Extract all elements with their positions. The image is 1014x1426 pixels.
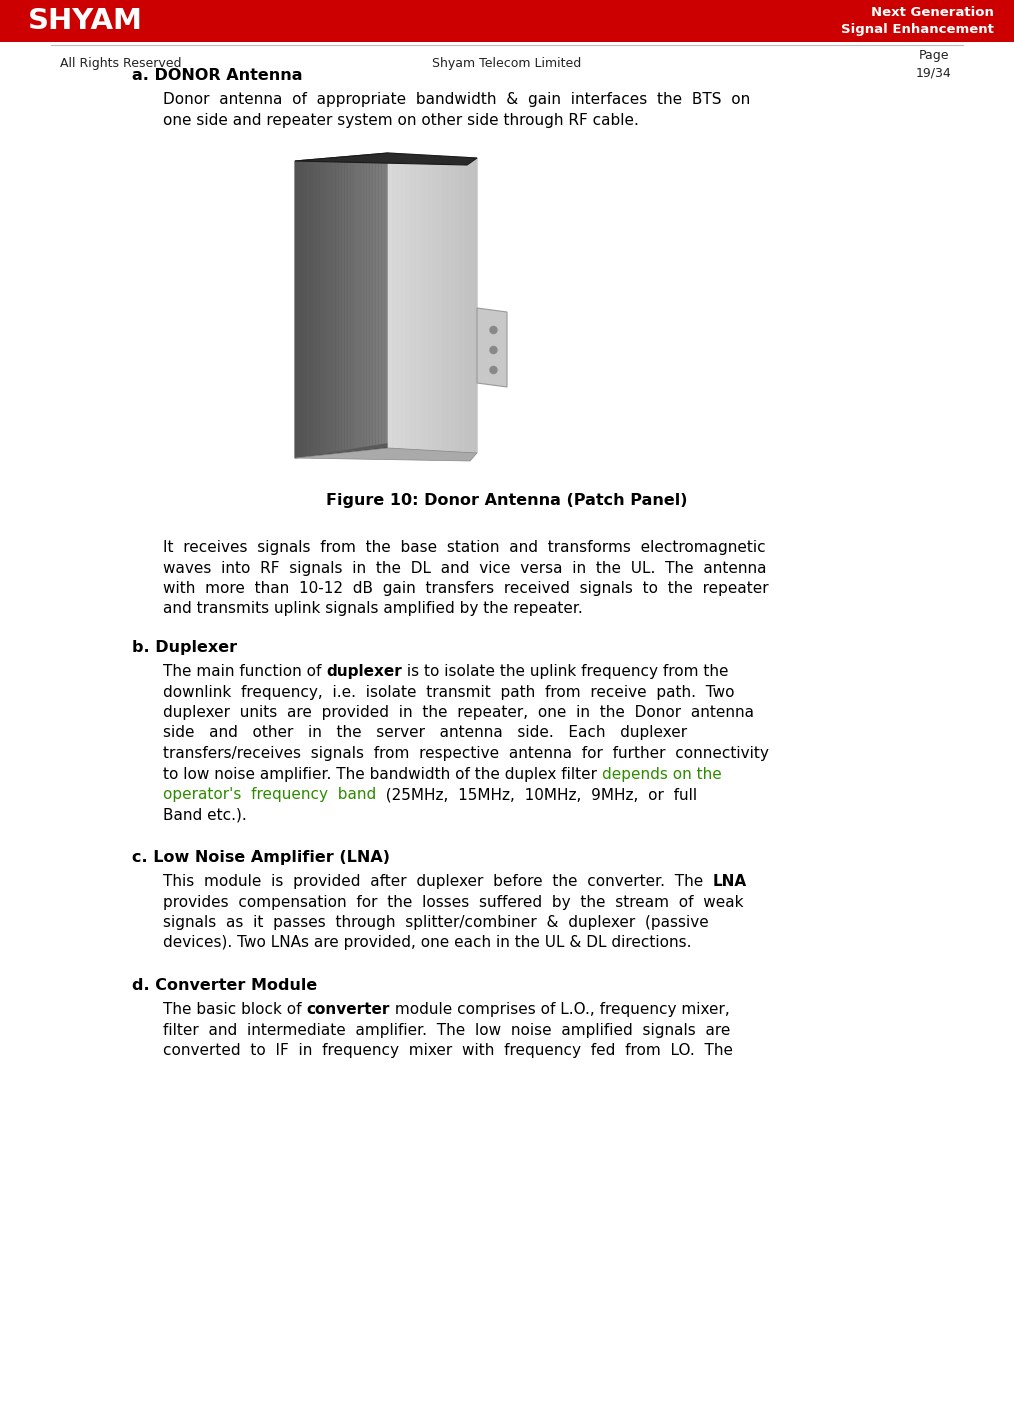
Text: d. Converter Module: d. Converter Module (132, 978, 317, 992)
Polygon shape (372, 154, 375, 445)
Polygon shape (310, 160, 313, 455)
Polygon shape (382, 153, 385, 443)
Polygon shape (319, 158, 322, 453)
Text: Shyam Telecom Limited: Shyam Telecom Limited (432, 57, 582, 70)
Polygon shape (313, 160, 316, 455)
Polygon shape (307, 160, 310, 456)
Text: provides  compensation  for  the  losses  suffered  by  the  stream  of  weak: provides compensation for the losses suf… (163, 894, 743, 910)
Text: converted  to  IF  in  frequency  mixer  with  frequency  fed  from  LO.  The: converted to IF in frequency mixer with … (163, 1042, 733, 1058)
Text: 19/34: 19/34 (916, 67, 952, 80)
Polygon shape (345, 157, 348, 451)
Polygon shape (392, 153, 396, 449)
Polygon shape (406, 154, 411, 449)
Text: SHYAM: SHYAM (28, 7, 143, 36)
Polygon shape (454, 157, 459, 452)
Text: module comprises of L.O., frequency mixer,: module comprises of L.O., frequency mixe… (389, 1002, 729, 1017)
Text: Signal Enhancement: Signal Enhancement (842, 23, 994, 37)
Polygon shape (411, 154, 415, 449)
Text: operator's  frequency  band: operator's frequency band (163, 787, 376, 801)
Polygon shape (342, 157, 345, 451)
Polygon shape (428, 155, 433, 451)
Polygon shape (351, 155, 354, 449)
Text: side   and   other   in   the   server   antenna   side.   Each   duplexer: side and other in the server antenna sid… (163, 726, 687, 740)
Text: and transmits uplink signals amplified by the repeater.: and transmits uplink signals amplified b… (163, 602, 583, 616)
Text: one side and repeater system on other side through RF cable.: one side and repeater system on other si… (163, 113, 639, 127)
Polygon shape (446, 157, 450, 452)
Polygon shape (463, 157, 468, 452)
Polygon shape (363, 155, 366, 446)
Polygon shape (385, 153, 388, 443)
Text: c. Low Noise Amplifier (LNA): c. Low Noise Amplifier (LNA) (132, 850, 390, 866)
Polygon shape (301, 160, 304, 456)
Circle shape (490, 347, 497, 354)
Polygon shape (336, 157, 339, 452)
Text: waves  into  RF  signals  in  the  DL  and  vice  versa  in  the  UL.  The  ante: waves into RF signals in the DL and vice… (163, 560, 767, 576)
Polygon shape (298, 161, 301, 458)
Text: The main function of: The main function of (163, 665, 327, 679)
Text: downlink  frequency,  i.e.  isolate  transmit  path  from  receive  path.  Two: downlink frequency, i.e. isolate transmi… (163, 684, 734, 700)
Text: b. Duplexer: b. Duplexer (132, 640, 237, 655)
Polygon shape (441, 155, 446, 451)
Polygon shape (354, 155, 357, 449)
Polygon shape (473, 158, 477, 453)
Polygon shape (437, 155, 441, 451)
Polygon shape (325, 158, 330, 453)
Polygon shape (304, 160, 307, 456)
Text: Band etc.).: Band etc.). (163, 807, 246, 823)
Polygon shape (378, 154, 382, 445)
Polygon shape (348, 157, 351, 449)
Polygon shape (330, 158, 333, 452)
Bar (0, 0, 1014, 41)
Polygon shape (433, 155, 437, 451)
Polygon shape (415, 154, 419, 449)
Polygon shape (369, 154, 372, 446)
Text: is to isolate the uplink frequency from the: is to isolate the uplink frequency from … (402, 665, 728, 679)
Text: duplexer: duplexer (327, 665, 402, 679)
Polygon shape (360, 155, 363, 448)
Text: Figure 10: Donor Antenna (Patch Panel): Figure 10: Donor Antenna (Patch Panel) (327, 493, 687, 508)
Polygon shape (322, 158, 325, 453)
Text: devices). Two LNAs are provided, one each in the UL & DL directions.: devices). Two LNAs are provided, one eac… (163, 935, 692, 951)
Polygon shape (450, 157, 454, 452)
Polygon shape (477, 308, 507, 386)
Text: Donor  antenna  of  appropriate  bandwidth  &  gain  interfaces  the  BTS  on: Donor antenna of appropriate bandwidth &… (163, 93, 750, 107)
Text: signals  as  it  passes  through  splitter/combiner  &  duplexer  (passive: signals as it passes through splitter/co… (163, 915, 709, 930)
Polygon shape (295, 448, 477, 461)
Text: filter  and  intermediate  amplifier.  The  low  noise  amplified  signals  are: filter and intermediate amplifier. The l… (163, 1022, 730, 1038)
Polygon shape (339, 157, 342, 451)
Polygon shape (295, 153, 477, 165)
Text: a. DONOR Antenna: a. DONOR Antenna (132, 68, 302, 83)
Polygon shape (419, 155, 424, 451)
Text: to low noise amplifier. The bandwidth of the duplex filter: to low noise amplifier. The bandwidth of… (163, 767, 602, 781)
Polygon shape (295, 153, 388, 458)
Text: (25MHz,  15MHz,  10MHz,  9MHz,  or  full: (25MHz, 15MHz, 10MHz, 9MHz, or full (376, 787, 698, 801)
Text: The basic block of: The basic block of (163, 1002, 306, 1017)
Polygon shape (388, 153, 477, 453)
Polygon shape (333, 157, 336, 452)
Text: depends on the: depends on the (602, 767, 722, 781)
Circle shape (490, 366, 497, 374)
Text: with  more  than  10-12  dB  gain  transfers  received  signals  to  the  repeat: with more than 10-12 dB gain transfers r… (163, 580, 769, 596)
Polygon shape (396, 154, 402, 449)
Text: converter: converter (306, 1002, 389, 1017)
Polygon shape (366, 154, 369, 446)
Polygon shape (459, 157, 463, 452)
Polygon shape (424, 155, 428, 451)
Polygon shape (295, 161, 298, 458)
Polygon shape (402, 154, 406, 449)
Text: transfers/receives  signals  from  respective  antenna  for  further  connectivi: transfers/receives signals from respecti… (163, 746, 769, 761)
Text: Page: Page (919, 48, 949, 61)
Text: It  receives  signals  from  the  base  station  and  transforms  electromagneti: It receives signals from the base statio… (163, 540, 766, 555)
Polygon shape (316, 158, 319, 455)
Text: This  module  is  provided  after  duplexer  before  the  converter.  The: This module is provided after duplexer b… (163, 874, 713, 888)
Polygon shape (357, 155, 360, 448)
Text: LNA: LNA (713, 874, 747, 888)
Polygon shape (468, 157, 473, 452)
Polygon shape (388, 153, 392, 448)
Text: All Rights Reserved: All Rights Reserved (60, 57, 182, 70)
Circle shape (490, 327, 497, 334)
Text: Next Generation: Next Generation (871, 7, 994, 20)
Polygon shape (375, 154, 378, 445)
Text: duplexer  units  are  provided  in  the  repeater,  one  in  the  Donor  antenna: duplexer units are provided in the repea… (163, 704, 754, 720)
